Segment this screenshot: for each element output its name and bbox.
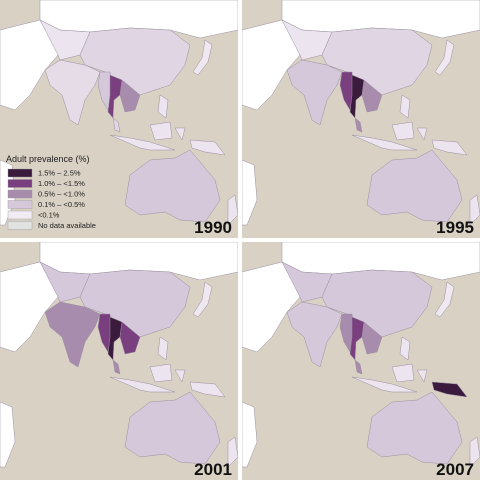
country bbox=[119, 321, 141, 355]
map-panel: 1995 bbox=[242, 0, 480, 238]
map-panel: 2001 bbox=[0, 242, 238, 480]
legend-swatch bbox=[7, 221, 33, 230]
panel-content bbox=[0, 242, 238, 480]
country bbox=[112, 359, 121, 375]
legend: Adult prevalence (%) 1.5% – 2.5%1.0% – <1… bbox=[6, 154, 96, 230]
country bbox=[321, 269, 433, 338]
country bbox=[44, 301, 101, 368]
country bbox=[124, 149, 221, 223]
country bbox=[124, 391, 221, 465]
country bbox=[192, 281, 213, 318]
country bbox=[79, 269, 191, 338]
country bbox=[189, 381, 226, 398]
country bbox=[366, 149, 463, 223]
country bbox=[354, 359, 363, 375]
panel-year: 1990 bbox=[194, 218, 232, 237]
legend-label: No data available bbox=[38, 221, 96, 230]
country bbox=[0, 401, 16, 468]
country bbox=[192, 39, 213, 76]
map-panel: 2007 bbox=[242, 242, 480, 480]
country bbox=[227, 436, 238, 468]
country bbox=[109, 121, 186, 151]
country bbox=[109, 363, 186, 393]
legend-label: <0.1% bbox=[38, 211, 60, 220]
country bbox=[469, 436, 480, 468]
country bbox=[361, 79, 383, 113]
country bbox=[351, 121, 428, 151]
country bbox=[366, 391, 463, 465]
country bbox=[434, 39, 455, 76]
country bbox=[189, 139, 226, 156]
country bbox=[399, 94, 411, 119]
legend-label: 0.5% – <1.0% bbox=[38, 190, 85, 199]
country bbox=[354, 117, 363, 133]
country bbox=[431, 381, 468, 398]
country bbox=[399, 336, 411, 361]
panel-year: 1995 bbox=[436, 218, 474, 237]
legend-swatch bbox=[7, 200, 33, 209]
panel-content bbox=[0, 0, 238, 238]
country bbox=[434, 281, 455, 318]
legend-swatch bbox=[7, 179, 33, 188]
country bbox=[79, 27, 191, 96]
country bbox=[286, 59, 343, 126]
country bbox=[242, 159, 258, 226]
country bbox=[431, 139, 468, 156]
country bbox=[112, 117, 121, 133]
panel-content bbox=[242, 0, 480, 238]
map-panel: 1990 bbox=[0, 0, 238, 238]
legend-swatch bbox=[7, 168, 33, 178]
country bbox=[361, 321, 383, 355]
country bbox=[157, 94, 169, 119]
legend-title: Adult prevalence (%) bbox=[6, 154, 90, 164]
legend-label: 1.0% – <1.5% bbox=[38, 179, 85, 188]
country bbox=[469, 194, 480, 226]
panel-content bbox=[242, 242, 480, 480]
legend-label: 1.5% – 2.5% bbox=[38, 169, 81, 178]
country bbox=[286, 301, 343, 368]
country bbox=[351, 363, 428, 393]
panel-year: 2001 bbox=[194, 460, 232, 479]
panel-year: 2007 bbox=[436, 460, 474, 479]
country bbox=[227, 194, 238, 226]
country bbox=[242, 401, 258, 468]
legend-swatch bbox=[7, 189, 33, 199]
legend-label: 0.1% – <0.5% bbox=[38, 200, 85, 209]
country bbox=[321, 27, 433, 96]
country bbox=[157, 336, 169, 361]
country bbox=[44, 59, 101, 126]
country bbox=[119, 79, 141, 113]
legend-swatch bbox=[7, 210, 33, 220]
